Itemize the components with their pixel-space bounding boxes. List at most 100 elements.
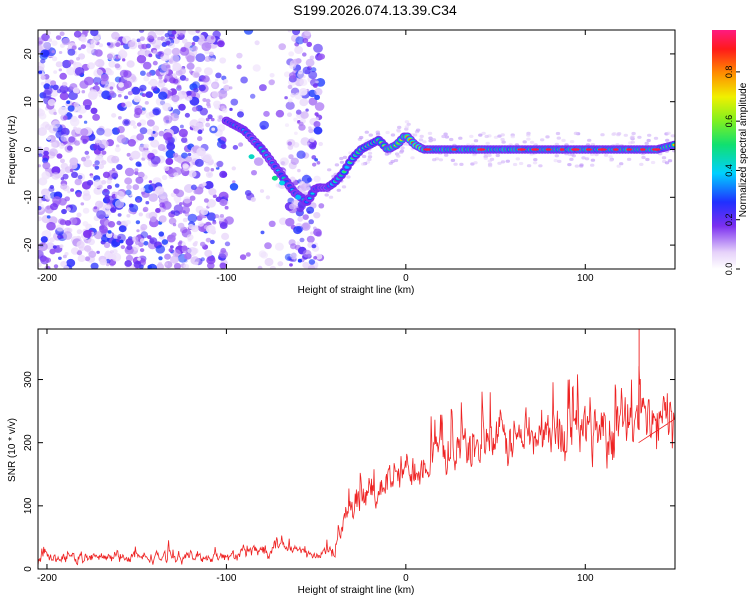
spectrogram-speckle-cell [182,217,188,223]
spectrogram-x-axis: -200 -100 0 100 [37,30,594,284]
spectrogram-ridge-cell [295,194,302,200]
spectrogram-speckle-cell [51,172,60,180]
spectrogram-speckle-cell [58,51,63,54]
spectrogram-speckle-cell [200,208,209,216]
spectrogram-speckle-cell [172,249,181,258]
spectrogram-speckle-cell [164,262,169,266]
spectrogram-speckle-cell [187,152,192,157]
spectrogram-speckle-cell [205,171,214,178]
spectrogram-speckle-cell [106,232,113,239]
spectrogram-speckle-cell [40,236,48,243]
spectrogram-speckle-cell [188,47,193,52]
spectrogram-speckle-cell [202,98,207,102]
spectrogram-speckle-cell [46,215,51,219]
spectrogram-speckle-cell [301,222,311,231]
spectrogram-speckle-cell [290,157,299,165]
y-tick-label: 0 [23,146,34,152]
spectrogram-speckle-cell [294,46,303,54]
spectrogram-speckle-cell [48,38,53,43]
spectrogram-speckle-cell [129,204,139,213]
spectrogram-speckle-cell [60,127,70,136]
spectrogram-speckle-cell [293,226,303,235]
spectrogram-speckle-cell [170,113,180,122]
spectrogram-speckle-cell [96,250,100,254]
spectrogram-speckle-cell [314,88,323,96]
spectrogram-speckle-cell [111,172,119,179]
spectrogram-peak-cell [626,148,633,151]
spectrogram-speckle-cell [574,164,580,168]
spectrogram-speckle-cell [115,190,125,200]
spectrogram-ridge-cell [342,170,346,173]
spectrogram-speckle-cell [210,117,215,122]
spectrogram-speckle-cell [561,138,566,142]
spectrogram-speckle-cell [473,161,478,165]
spectrogram-speckle-cell [158,79,164,84]
spectrogram-speckle-cell [40,58,46,64]
spectrogram-speckle-cell [120,245,126,250]
spectrogram-speckle-cell [186,62,195,70]
spectrogram-speckle-cell [90,262,99,269]
spectrogram-speckle-cell [207,114,213,120]
spectrogram-speckle-cell [264,257,274,267]
spectrogram-speckle-cell [140,231,149,239]
spectrogram-speckle-cell [184,77,189,82]
spectrogram-speckle-cell [46,136,52,141]
spectrogram-speckle-cell [250,93,256,99]
spectrogram-speckle-cell [284,96,288,100]
spectrogram-speckle-cell [81,90,86,94]
spectrogram-speckle-cell [67,190,71,194]
spectrogram-speckle-cell [427,131,433,135]
spectrogram-speckle-cell [143,75,150,82]
spectrogram-speckle-cell [616,133,621,137]
spectrogram-speckle-cell [224,195,229,199]
spectrogram-speckle-cell [56,153,63,159]
spectrogram-speckle-cell [224,241,231,247]
spectrogram-speckle-cell [311,244,317,249]
spectrogram-speckle-cell [540,138,545,142]
spectrogram-speckle-cell [180,46,187,53]
spectrogram-speckle-cell [284,123,290,127]
spectrogram-speckle-cell [158,91,168,100]
spectrogram-speckle-cell [73,102,80,108]
spectrogram-speckle-cell [199,107,208,116]
spectrogram-speckle-cell [49,148,58,157]
spectrogram-speckle-cell [77,175,83,180]
spectrogram-speckle-cell [170,54,180,63]
spectrogram-speckle-cell [94,82,99,86]
spectrogram-speckle-cell [339,160,345,164]
spectrogram-speckle-cell [202,182,207,187]
spectrogram-ridge [221,116,675,206]
spectrogram-speckle-cell [132,244,140,251]
spectrogram-speckle-cell [231,166,236,171]
spectrogram-speckle-cell [126,184,132,190]
spectrogram-speckle-cell [195,53,206,62]
spectrogram-speckle-cell [165,157,174,165]
spectrogram-speckle-cell [186,234,194,241]
spectrogram-speckle-cell [458,136,463,140]
spectrogram-speckle-cell [297,258,302,263]
spectrogram-speckle-cell [117,126,125,134]
snr-panel: -200 -100 0 100 0 100 200 300 Height of straig… [7,328,676,596]
spectrogram-speckle-cell [630,135,635,139]
spectrogram-ridge-cell [310,192,315,195]
spectrogram-speckle-cell [342,155,348,159]
spectrogram-speckle-cell [174,33,179,38]
spectrogram-speckle-cell [238,142,244,147]
y-tick-label: 0 [23,566,34,572]
spectrogram-speckle-cell [219,198,228,207]
spectrogram-speckle-cell [140,187,146,192]
spectrogram-speckle-cell [64,220,72,226]
spectrogram-speckle-cell [594,153,599,157]
spectrogram-speckle-cell [151,85,158,92]
spectrogram-speckle-cell [217,124,226,132]
spectrogram-speckle-cell [44,87,53,95]
spectrogram-speckle-cell [157,50,165,57]
spectrogram-speckle-cell [95,200,104,209]
spectrogram-speckle-cell [168,217,177,225]
spectrogram-speckle-cell [367,157,372,162]
spectrogram-speckle-cell [135,220,141,225]
spectrogram-speckle-cell [302,66,311,75]
spectrogram-speckle-cell [229,107,233,111]
spectrogram-speckle-cell [122,118,131,127]
